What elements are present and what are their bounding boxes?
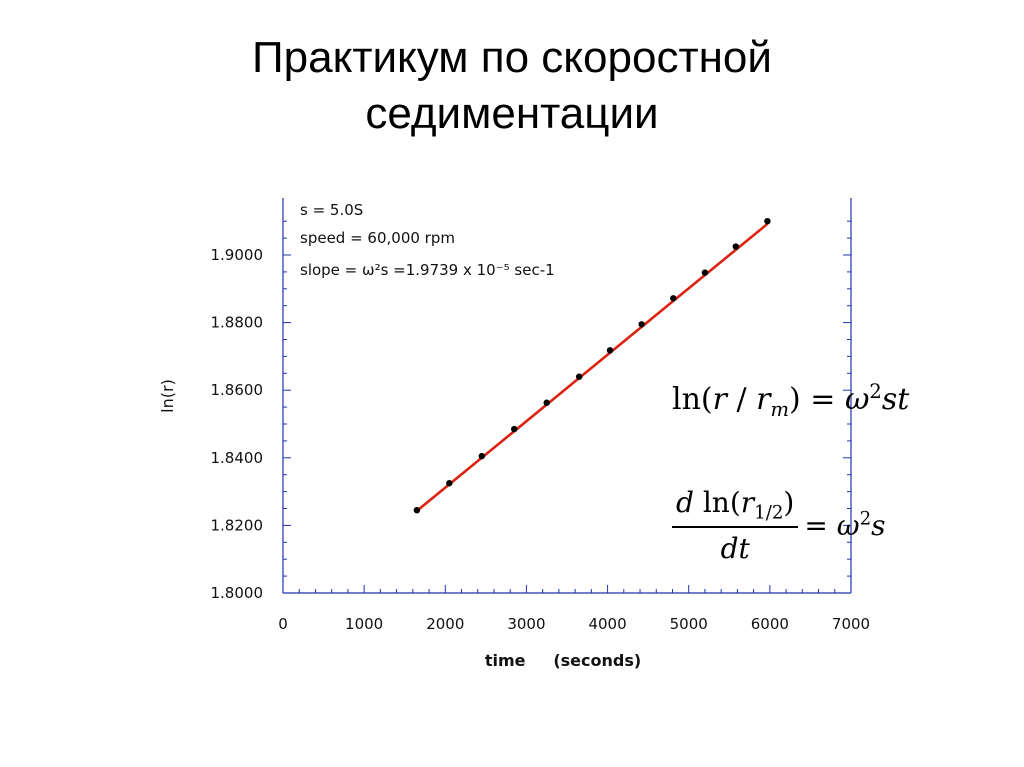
formula-text: dt xyxy=(720,531,750,565)
formula-text: 1/2 xyxy=(754,502,784,524)
formula-text: st xyxy=(881,382,910,417)
x-tick-label: 7000 xyxy=(832,615,870,633)
y-tick-label: 1.8600 xyxy=(211,381,264,399)
formula-text: r xyxy=(756,382,771,417)
formula-text: s xyxy=(871,508,886,542)
x-tick-label: 6000 xyxy=(751,615,789,633)
y-tick-label: 1.9000 xyxy=(211,246,264,264)
formula-text: r xyxy=(740,486,755,519)
fit-line xyxy=(416,222,769,512)
data-point xyxy=(701,269,709,276)
x-axis-label: time (seconds) xyxy=(485,651,641,670)
x-tick-label: 1000 xyxy=(345,615,383,633)
data-point xyxy=(732,243,739,250)
data-point xyxy=(446,479,453,487)
x-tick-label: 5000 xyxy=(670,615,708,633)
formula-text: ln( xyxy=(672,382,713,417)
formula-text: 2 xyxy=(859,508,872,530)
data-point xyxy=(511,425,518,433)
data-point xyxy=(478,452,485,460)
data-point xyxy=(764,218,771,225)
formula-text: 2 xyxy=(869,380,882,403)
data-point xyxy=(543,399,550,406)
formula-text: ω xyxy=(836,508,860,542)
slide-title: Практикум по скоростной седиментации xyxy=(0,30,1024,142)
formula-text: ω xyxy=(844,382,870,417)
chart-annotation: s = 5.0S xyxy=(300,201,363,219)
formula-ln-ratio: ln(r / rm) = ω2st xyxy=(672,380,909,421)
formula-rhs: = ω2s xyxy=(804,509,885,542)
formula-text: ) xyxy=(783,486,795,519)
formula-derivative: d ln(r1/2) dt = ω2s xyxy=(672,486,886,565)
formula-text: = xyxy=(804,508,837,542)
x-tick-label: 0 xyxy=(278,615,288,633)
y-tick-label: 1.8800 xyxy=(211,314,264,332)
data-point xyxy=(575,373,583,380)
chart-annotation: slope = ω²s =1.9739 x 10⁻⁵ sec-1 xyxy=(300,261,555,279)
formula-text: = xyxy=(800,382,845,417)
formula-text: ) xyxy=(789,382,801,417)
formula-text: m xyxy=(770,398,790,421)
x-tick-label: 3000 xyxy=(507,615,545,633)
formula-denominator: dt xyxy=(672,528,798,565)
formula-text: r xyxy=(712,382,727,417)
data-point xyxy=(670,295,677,302)
y-tick-label: 1.8400 xyxy=(211,449,264,467)
chart-annotation: speed = 60,000 rpm xyxy=(300,229,455,247)
y-tick-label: 1.8200 xyxy=(211,516,264,534)
formula-text: d xyxy=(676,486,694,519)
x-tick-label: 4000 xyxy=(588,615,626,633)
data-point xyxy=(413,506,421,514)
title-line-1: Практикум по скоростной xyxy=(252,33,772,82)
data-point xyxy=(638,321,645,328)
formula-numerator: d ln(r1/2) xyxy=(672,486,799,528)
formula-text: / xyxy=(726,382,757,417)
y-axis-label: ln(r) xyxy=(158,379,177,413)
formula-text: ln( xyxy=(693,486,741,519)
x-tick-label: 2000 xyxy=(426,615,464,633)
formula-fraction: d ln(r1/2) dt xyxy=(672,486,799,565)
data-point xyxy=(606,347,614,354)
y-tick-label: 1.8000 xyxy=(211,584,264,602)
title-line-2: седиментации xyxy=(365,89,659,138)
